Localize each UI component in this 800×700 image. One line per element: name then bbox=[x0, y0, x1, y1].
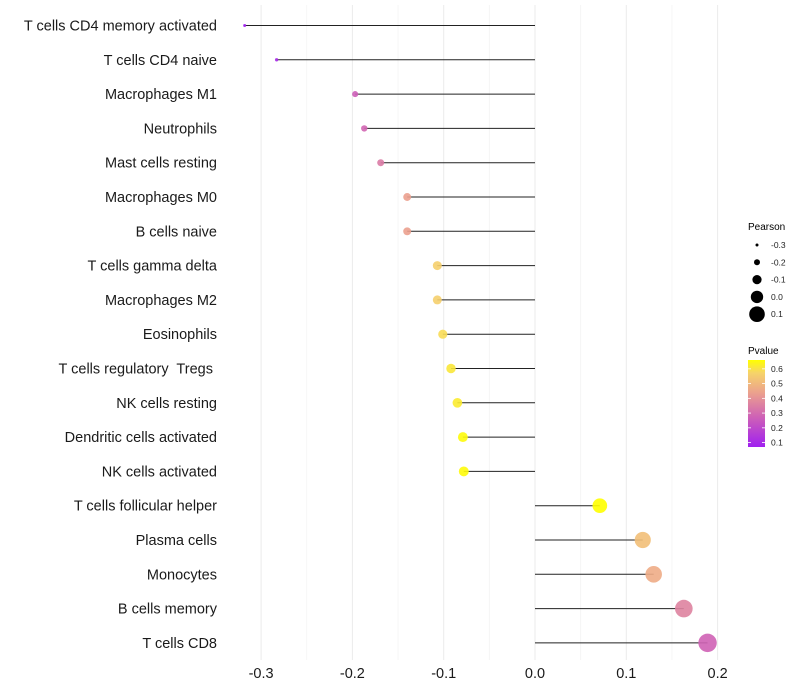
lollipop-point bbox=[457, 432, 468, 443]
y-axis-label: Eosinophils bbox=[143, 327, 217, 343]
y-axis-label: T cells CD4 memory activated bbox=[24, 19, 217, 35]
x-tick-label: 0.2 bbox=[708, 666, 728, 682]
y-axis-label: Monocytes bbox=[147, 567, 217, 583]
lollipop-point bbox=[361, 125, 368, 132]
color-legend-label: 0.5 bbox=[771, 379, 783, 389]
lollipop-point bbox=[446, 363, 456, 374]
size-legend-key bbox=[755, 243, 759, 247]
size-legend: -0.3 -0.2 -0.1 0.0 0.1 bbox=[749, 240, 786, 323]
size-legend-key bbox=[752, 275, 762, 285]
y-axis-label: Dendritic cells activated bbox=[65, 430, 217, 446]
x-tick-label: -0.3 bbox=[249, 666, 274, 682]
color-legend-bar bbox=[748, 360, 765, 447]
y-axis-label: B cells memory bbox=[118, 602, 218, 618]
size-legend-label: 0.0 bbox=[771, 292, 783, 302]
legend: Pearson -0.3 -0.2 -0.1 0.0 0.1 Pvalue 0.6 0.5… bbox=[748, 222, 786, 448]
y-axis-label: Macrophages M0 bbox=[105, 190, 217, 206]
y-axis-label: NK cells activated bbox=[102, 464, 217, 480]
lollipop-point bbox=[458, 466, 469, 477]
lollipop-point bbox=[452, 397, 463, 408]
x-axis-tick-labels: -0.3 -0.2 -0.1 0.0 0.1 0.2 bbox=[249, 666, 728, 682]
lollipop-points bbox=[243, 24, 717, 653]
lollipop-point bbox=[634, 531, 651, 549]
size-legend-key bbox=[754, 259, 760, 266]
y-axis-label: NK cells resting bbox=[116, 396, 217, 412]
lollipop-stems bbox=[244, 25, 708, 644]
lollipop-point bbox=[377, 159, 385, 167]
color-legend-label: 0.4 bbox=[771, 393, 783, 403]
color-legend-label: 0.6 bbox=[771, 364, 783, 374]
y-axis-label: T cells CD8 bbox=[142, 636, 217, 652]
lollipop-point bbox=[438, 329, 448, 339]
y-axis-label: T cells CD4 naive bbox=[104, 53, 217, 69]
lollipop-point bbox=[403, 227, 412, 236]
lollipop-point bbox=[352, 91, 359, 98]
lollipop-point bbox=[274, 58, 279, 62]
lollipop-point bbox=[675, 599, 693, 618]
lollipop-point bbox=[432, 261, 442, 271]
lollipop-point bbox=[592, 498, 608, 514]
y-axis-label: T cells regulatory Tregs bbox=[59, 362, 218, 378]
y-axis-label: T cells follicular helper bbox=[74, 499, 217, 515]
color-legend-label: 0.2 bbox=[771, 423, 783, 433]
lollipop-point bbox=[645, 566, 662, 583]
y-axis-label: Neutrophils bbox=[144, 121, 217, 137]
size-legend-key bbox=[750, 290, 764, 304]
y-axis-label: Plasma cells bbox=[136, 533, 217, 549]
grid-lines bbox=[260, 5, 719, 660]
color-legend-ticks: 0.6 0.5 0.4 0.3 0.2 0.1 bbox=[748, 364, 783, 448]
size-legend-label: -0.3 bbox=[771, 240, 786, 250]
size-legend-key bbox=[749, 306, 765, 323]
y-axis-labels: T cells CD4 memory activated T cells CD4 … bbox=[24, 19, 218, 652]
x-tick-label: 0.1 bbox=[616, 666, 636, 682]
x-tick-label: 0.0 bbox=[525, 666, 545, 682]
size-legend-label: -0.2 bbox=[771, 257, 786, 267]
lollipop-point bbox=[432, 295, 442, 305]
y-axis-label: Macrophages M2 bbox=[105, 293, 217, 309]
color-legend-label: 0.1 bbox=[771, 438, 783, 448]
size-legend-label: 0.1 bbox=[771, 309, 783, 319]
x-tick-label: -0.2 bbox=[340, 666, 365, 682]
y-axis-label: Macrophages M1 bbox=[105, 87, 217, 103]
color-legend-label: 0.3 bbox=[771, 408, 783, 418]
size-legend-label: -0.1 bbox=[771, 275, 786, 285]
color-legend-title: Pvalue bbox=[748, 346, 779, 357]
x-tick-label: -0.1 bbox=[431, 666, 456, 682]
size-legend-title: Pearson bbox=[748, 222, 785, 233]
lollipop-point bbox=[243, 24, 247, 27]
lollipop-point bbox=[698, 633, 717, 653]
lollipop-point bbox=[403, 193, 412, 201]
y-axis-label: Mast cells resting bbox=[105, 156, 217, 172]
y-axis-label: T cells gamma delta bbox=[88, 259, 218, 275]
y-axis-label: B cells naive bbox=[136, 224, 217, 240]
